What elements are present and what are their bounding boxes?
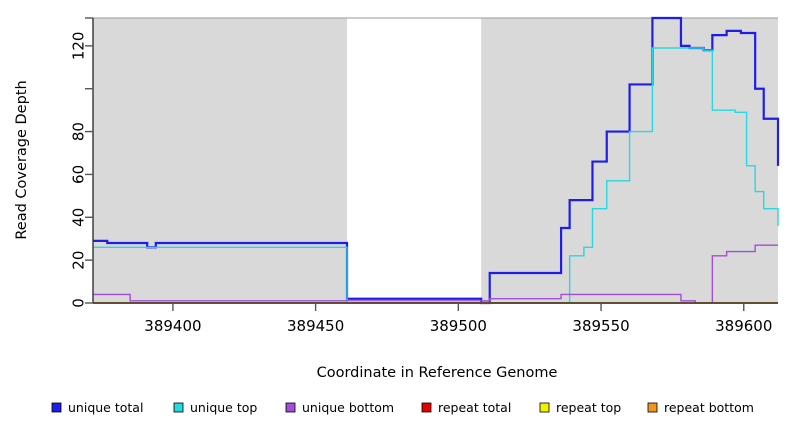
legend-swatch-repeat-top [539, 402, 550, 413]
y-tick-label-0: 0 [70, 298, 88, 308]
legend-swatch-repeat-total [421, 402, 432, 413]
x-tick-label-389600: 389600 [715, 317, 772, 335]
legend-label-repeat-total: repeat total [438, 400, 511, 415]
y-tick-label-60: 60 [70, 165, 88, 184]
legend-label-repeat-top: repeat top [556, 400, 621, 415]
legend-label-unique-bottom: unique bottom [302, 400, 394, 415]
legend-label-unique-top: unique top [190, 400, 257, 415]
series-line-unique-bottom [93, 244, 778, 304]
y-tick-label-80: 80 [70, 122, 88, 141]
legend-swatch-repeat-bottom [647, 402, 658, 413]
chart-legend: unique total unique top unique bottom repea… [51, 400, 754, 415]
y-tick-label-40: 40 [70, 208, 88, 227]
y-tick-label-120: 120 [70, 32, 88, 61]
legend-swatch-unique-total [51, 402, 62, 413]
legend-label-unique-total: unique total [68, 400, 143, 415]
legend-swatch-unique-bottom [285, 402, 296, 413]
x-axis-title: Coordinate in Reference Genome [317, 365, 558, 381]
legend-swatch-unique-top [173, 402, 184, 413]
shaded-background-regions [93, 17, 778, 303]
chart-axes: 0 20 40 60 80 120 389400 389450 389500 389550 3896… [70, 17, 778, 335]
legend-label-repeat-bottom: repeat bottom [664, 400, 754, 415]
background-band-1 [347, 18, 482, 303]
y-axis-title: Read Coverage Depth [14, 80, 30, 239]
y-tick-label-20: 20 [70, 251, 88, 270]
x-tick-label-389450: 389450 [287, 317, 344, 335]
x-tick-label-389500: 389500 [430, 317, 487, 335]
background-band-0 [93, 18, 348, 303]
x-tick-label-389550: 389550 [572, 317, 629, 335]
x-tick-label-389400: 389400 [144, 317, 201, 335]
